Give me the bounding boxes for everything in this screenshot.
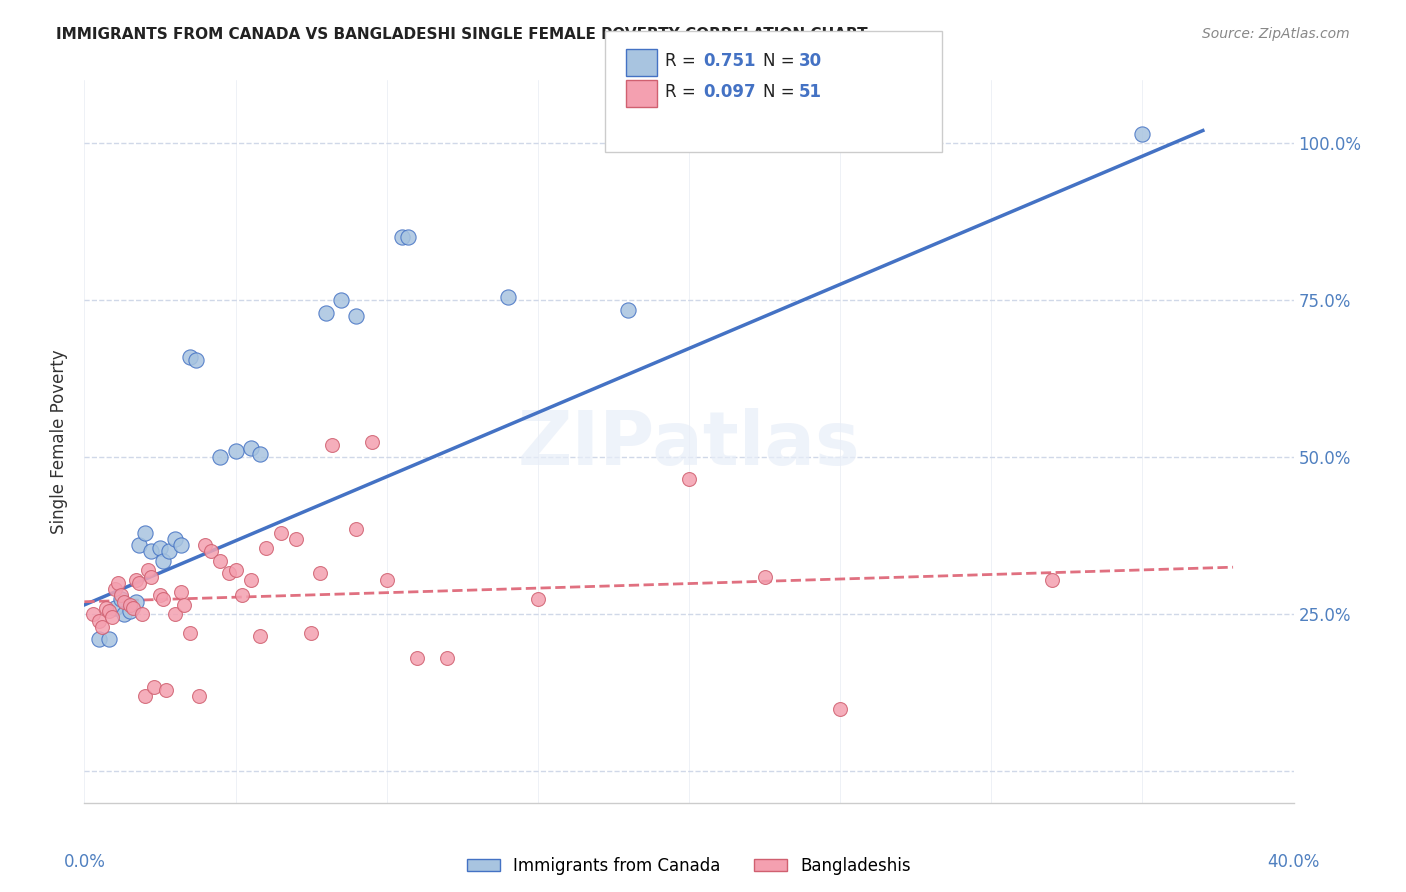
Point [830,701,852,715]
Point [225,444,247,458]
Point [346,309,368,323]
Point [225,563,247,577]
Legend: Immigrants from Canada, Bangladeshis: Immigrants from Canada, Bangladeshis [460,850,918,881]
Point [270,525,292,540]
Point [97,632,120,647]
Point [170,538,193,552]
Point [110,591,132,606]
Point [209,554,232,568]
Point [406,651,429,665]
Text: N =: N = [763,52,800,70]
Point [128,575,150,590]
Text: 30: 30 [799,52,821,70]
Point [396,230,419,244]
Point [188,689,211,703]
Point [125,595,148,609]
Point [89,632,111,647]
Point [82,607,104,622]
Point [299,626,322,640]
Point [496,290,519,304]
Point [321,438,343,452]
Point [200,544,222,558]
Point [920,129,942,144]
Text: 0.0%: 0.0% [63,853,105,871]
Point [165,532,187,546]
Point [194,538,217,552]
Point [678,472,700,486]
Point [157,544,180,558]
Point [100,610,122,624]
Point [173,598,195,612]
Point [121,601,143,615]
Point [104,582,127,597]
Text: 51: 51 [799,83,821,101]
Text: R =: R = [665,83,702,101]
Point [754,569,776,583]
Point [112,607,135,622]
Point [112,595,135,609]
Point [142,680,165,694]
Point [152,591,174,606]
Y-axis label: Single Female Poverty: Single Female Poverty [51,350,69,533]
Point [134,689,156,703]
Text: 0.751: 0.751 [703,52,755,70]
Point [1132,127,1154,141]
Point [155,682,177,697]
Point [104,601,127,615]
Text: IMMIGRANTS FROM CANADA VS BANGLADESHI SINGLE FEMALE POVERTY CORRELATION CHART: IMMIGRANTS FROM CANADA VS BANGLADESHI SI… [56,27,868,42]
Point [89,614,111,628]
Point [179,626,201,640]
Text: 0.097: 0.097 [703,83,755,101]
Point [125,573,148,587]
Point [152,554,174,568]
Point [209,450,232,465]
Text: Source: ZipAtlas.com: Source: ZipAtlas.com [1202,27,1350,41]
Point [391,230,413,244]
Point [134,525,156,540]
Point [239,441,262,455]
Point [94,601,117,615]
Point [97,604,120,618]
Point [139,544,162,558]
Point [249,629,271,643]
Point [315,306,337,320]
Point [617,302,640,317]
Point [149,589,172,603]
Text: R =: R = [665,52,702,70]
Point [136,563,159,577]
Point [128,538,150,552]
Point [110,589,132,603]
Point [346,523,368,537]
Point [218,566,240,581]
Point [118,604,141,618]
Point [186,352,208,367]
Point [375,573,398,587]
Point [309,566,332,581]
Point [91,620,114,634]
Point [1040,573,1063,587]
Point [139,569,162,583]
Point [170,585,193,599]
Text: ZIPatlas: ZIPatlas [517,409,860,481]
Point [436,651,458,665]
Point [527,591,550,606]
Point [249,447,271,461]
Point [285,532,308,546]
Point [179,350,201,364]
Point [330,293,353,308]
Point [131,607,153,622]
Text: 40.0%: 40.0% [1267,853,1320,871]
Point [149,541,172,556]
Point [165,607,187,622]
Point [254,541,277,556]
Point [360,434,382,449]
Point [118,598,141,612]
Point [239,573,262,587]
Point [231,589,253,603]
Text: N =: N = [763,83,800,101]
Point [107,575,129,590]
